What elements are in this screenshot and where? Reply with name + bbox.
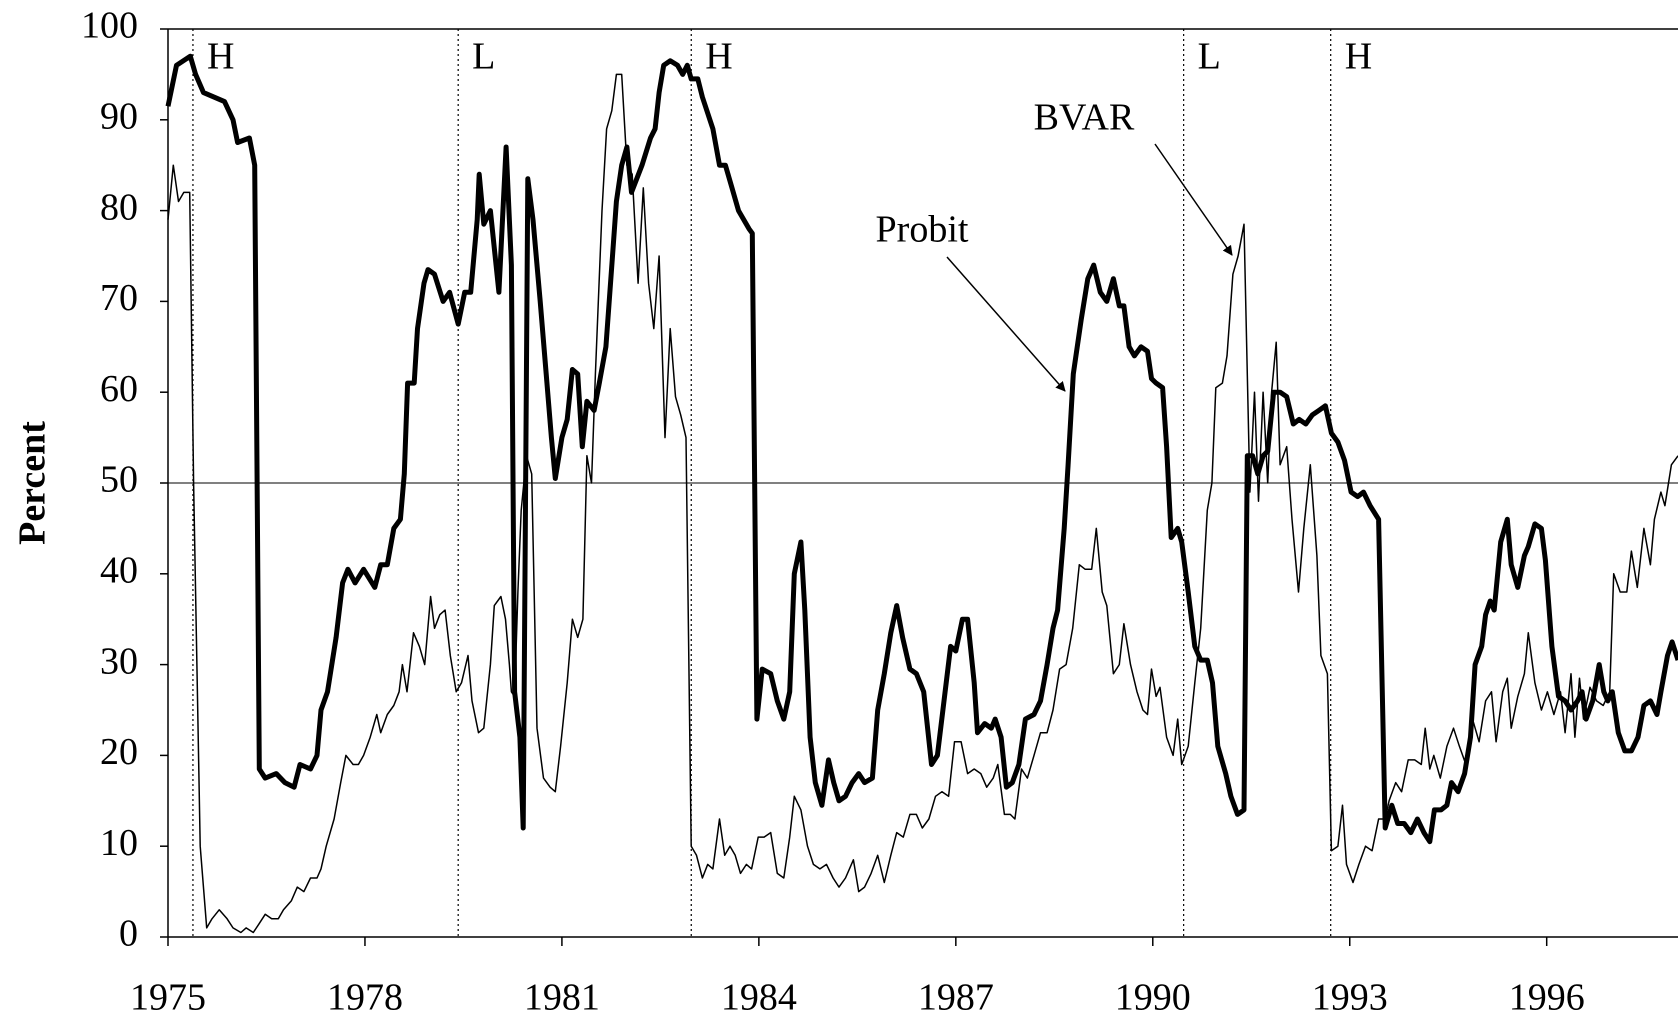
x-tick-label: 1987 xyxy=(918,977,994,1019)
series-label: BVAR xyxy=(1034,97,1135,139)
x-tick-label: 1996 xyxy=(1509,977,1585,1019)
y-tick-label: 30 xyxy=(100,640,138,682)
regime-label: H xyxy=(705,36,732,78)
y-tick-label: 80 xyxy=(100,186,138,228)
x-tick-label: 1975 xyxy=(130,977,206,1019)
series-label-arrow xyxy=(946,256,1066,392)
x-tick-label: 1978 xyxy=(327,977,403,1019)
y-tick-label: 50 xyxy=(100,459,138,501)
y-tick-label: 40 xyxy=(100,550,138,592)
y-tick-label: 100 xyxy=(81,5,138,47)
y-axis-label: Percent xyxy=(12,421,54,545)
y-tick-label: 60 xyxy=(100,368,138,410)
regime-label: H xyxy=(1345,36,1372,78)
regime-label: L xyxy=(472,36,495,78)
y-tick-label: 10 xyxy=(100,822,138,864)
y-tick-label: 70 xyxy=(100,277,138,319)
regime-label: H xyxy=(207,36,234,78)
x-tick-label: 1984 xyxy=(721,977,797,1019)
y-tick-label: 0 xyxy=(119,913,138,955)
x-tick-label: 1990 xyxy=(1115,977,1191,1019)
y-tick-label: 20 xyxy=(100,731,138,773)
x-tick-label: 1993 xyxy=(1312,977,1388,1019)
series-line xyxy=(167,73,1678,934)
regime-label: L xyxy=(1198,36,1221,78)
series-label: Probit xyxy=(876,209,969,251)
x-tick-label: 1981 xyxy=(524,977,600,1019)
series-label-arrow xyxy=(1154,143,1233,256)
y-tick-label: 90 xyxy=(100,96,138,138)
series-line xyxy=(165,53,1678,845)
